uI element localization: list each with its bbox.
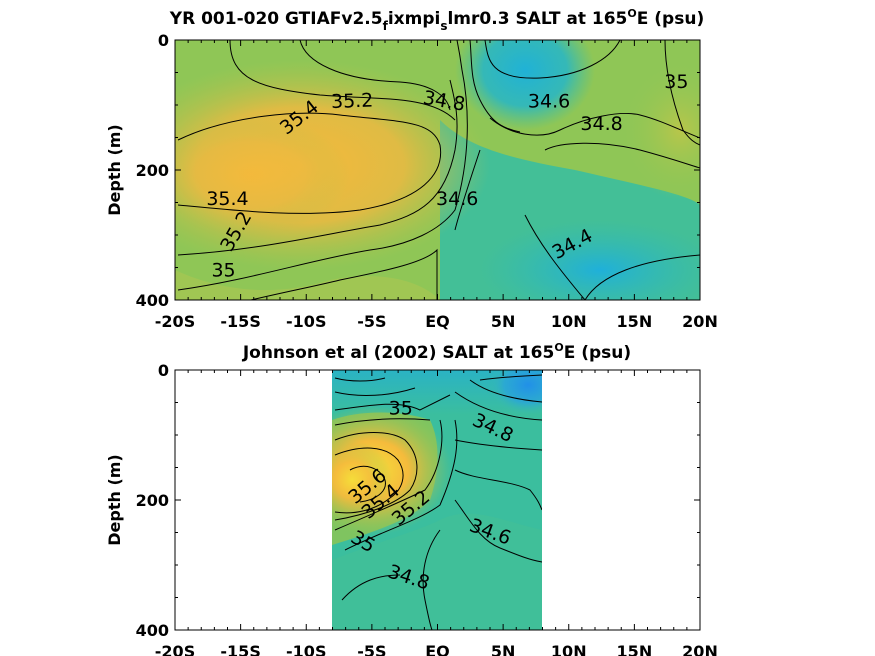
y-tick-label: 200 xyxy=(136,491,169,510)
title-subscript: f xyxy=(383,19,389,33)
y-tick-labels: 0 200 400 xyxy=(136,31,169,310)
y-tick-label: 400 xyxy=(136,291,169,310)
x-tick-label: -5S xyxy=(357,312,386,331)
x-tick-label: 10N xyxy=(551,642,587,656)
chart-panel-observed: Johnson et al (2002) SALT at 165OE (psu) xyxy=(105,341,718,656)
y-tick-label: 200 xyxy=(136,161,169,180)
salinity-field-observed xyxy=(332,370,542,630)
title-segment: Johnson et al (2002) SALT at 165 xyxy=(242,343,555,363)
title-subscript: s xyxy=(440,19,447,33)
title-segment: YR 001-020 GTIAFv2.5 xyxy=(169,9,383,29)
salinity-field-model xyxy=(175,40,700,300)
x-tick-label: 20N xyxy=(682,312,718,331)
title-superscript: O xyxy=(554,341,563,354)
title-segment: E (psu) xyxy=(637,9,704,29)
chart-panel-model: YR 001-020 GTIAFv2.5fixmpislmr0.3 SALT a… xyxy=(105,7,718,331)
chart-title-model: YR 001-020 GTIAFv2.5fixmpislmr0.3 SALT a… xyxy=(169,7,704,33)
x-tick-label: 15N xyxy=(617,642,653,656)
x-tick-label: -20S xyxy=(155,642,195,656)
x-tick-label: 5N xyxy=(491,642,516,656)
contour-label: 35 xyxy=(389,398,413,420)
x-tick-label: 5N xyxy=(491,312,516,331)
x-tick-labels: -20S -15S -10S -5S EQ 5N 10N 15N 20N xyxy=(155,642,718,656)
title-segment: ixmpi xyxy=(388,9,441,29)
x-tick-labels: -20S -15S -10S -5S EQ 5N 10N 15N 20N xyxy=(155,312,718,331)
x-tick-label: 15N xyxy=(617,312,653,331)
contour-label: 35.4 xyxy=(206,188,248,210)
x-tick-label: -10S xyxy=(286,642,326,656)
title-superscript: O xyxy=(627,7,636,20)
x-tick-label: -20S xyxy=(155,312,195,331)
contour-label: 34.8 xyxy=(580,113,622,135)
title-segment: lmr0.3 SALT at 165 xyxy=(447,9,627,29)
y-axis-label: Depth (m) xyxy=(105,124,124,216)
x-tick-label: EQ xyxy=(425,312,450,331)
y-tick-labels: 0 200 400 xyxy=(136,361,169,640)
chart-title-observed: Johnson et al (2002) SALT at 165OE (psu) xyxy=(242,341,631,363)
tick-marks xyxy=(174,39,701,301)
x-tick-label: -5S xyxy=(357,642,386,656)
contour-label: 34.6 xyxy=(436,188,478,210)
y-tick-label: 400 xyxy=(136,621,169,640)
x-tick-label: EQ xyxy=(425,642,450,656)
tick-marks xyxy=(174,369,701,631)
y-tick-label: 0 xyxy=(158,361,169,380)
contour-label: 34.6 xyxy=(528,90,570,112)
x-tick-label: 10N xyxy=(551,312,587,331)
x-tick-label: 20N xyxy=(682,642,718,656)
contour-label: 35.2 xyxy=(331,90,374,113)
x-tick-label: -15S xyxy=(220,642,260,656)
title-segment: E (psu) xyxy=(564,343,631,363)
contour-label: 35 xyxy=(664,71,688,93)
contour-label: 35 xyxy=(211,259,235,281)
y-axis-label: Depth (m) xyxy=(105,454,124,546)
x-tick-label: -10S xyxy=(286,312,326,331)
y-tick-label: 0 xyxy=(158,31,169,50)
x-tick-label: -15S xyxy=(220,312,260,331)
